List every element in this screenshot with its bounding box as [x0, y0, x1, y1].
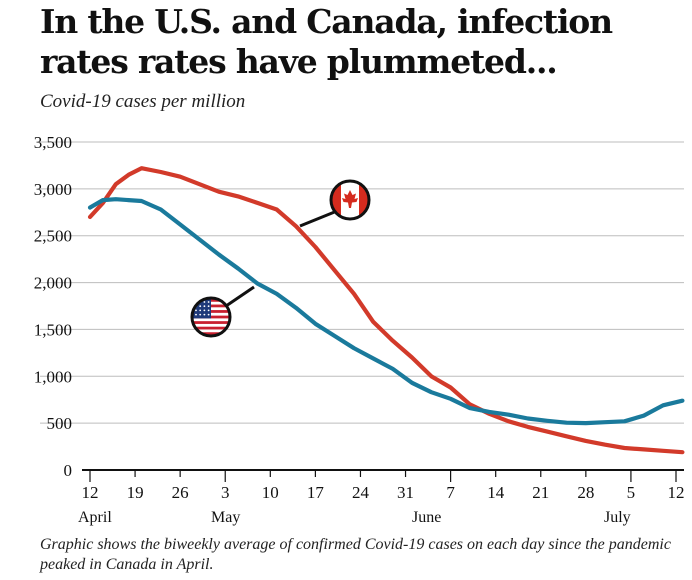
y-tick-label: 1,500 [34, 320, 72, 339]
usa-callout-pointer [225, 285, 255, 308]
x-tick-label: 19 [127, 483, 144, 502]
canada-flag-icon [329, 179, 371, 221]
callouts [190, 179, 371, 338]
x-tick-label: 7 [446, 483, 455, 502]
line-chart: 0 500 1,000 1,500 2,000 2,500 3,000 3,500 12 19 2… [34, 133, 685, 526]
y-axis-tick-labels: 0 500 1,000 1,500 2,000 2,500 3,000 3,500 [34, 133, 72, 480]
series-lines [87, 166, 685, 455]
month-labels: April May June July [78, 509, 631, 526]
series-line-canada [87, 166, 685, 455]
series-line-usa [87, 197, 685, 426]
x-tick-label: 26 [172, 483, 189, 502]
chart-subtitle: Covid-19 cases per million [40, 91, 246, 112]
canada-callout-pointer [299, 209, 338, 228]
x-tick-label: 12 [82, 483, 99, 502]
x-tick-label: 3 [221, 483, 230, 502]
x-tick-label: 5 [627, 483, 636, 502]
month-label: May [211, 509, 240, 526]
x-tick-label: 12 [668, 483, 685, 502]
x-tick-label: 28 [577, 483, 594, 502]
y-tick-label: 500 [47, 414, 73, 433]
x-tick-label: 31 [397, 483, 414, 502]
usa-flag-icon [190, 296, 232, 338]
x-tick-label: 14 [487, 483, 505, 502]
x-tick-label: 10 [262, 483, 279, 502]
x-tick-label: 21 [532, 483, 549, 502]
y-tick-label: 1,000 [34, 367, 72, 386]
chart-caption: Graphic shows the biweekly average of co… [40, 536, 671, 573]
x-tick-label: 17 [307, 483, 325, 502]
y-tick-label: 2,000 [34, 274, 72, 293]
month-label: April [78, 509, 112, 526]
x-axis: 12 19 26 3 10 17 24 31 7 14 21 28 5 12 [82, 469, 685, 502]
y-tick-label: 3,000 [34, 180, 72, 199]
chart-title: In the U.S. and Canada, infection rates … [40, 2, 613, 81]
y-tick-label: 3,500 [34, 133, 72, 152]
y-tick-label: 0 [64, 461, 73, 480]
month-label: July [604, 509, 631, 526]
y-tick-label: 2,500 [34, 227, 72, 246]
x-tick-label: 24 [352, 483, 370, 502]
month-label: June [412, 509, 441, 526]
